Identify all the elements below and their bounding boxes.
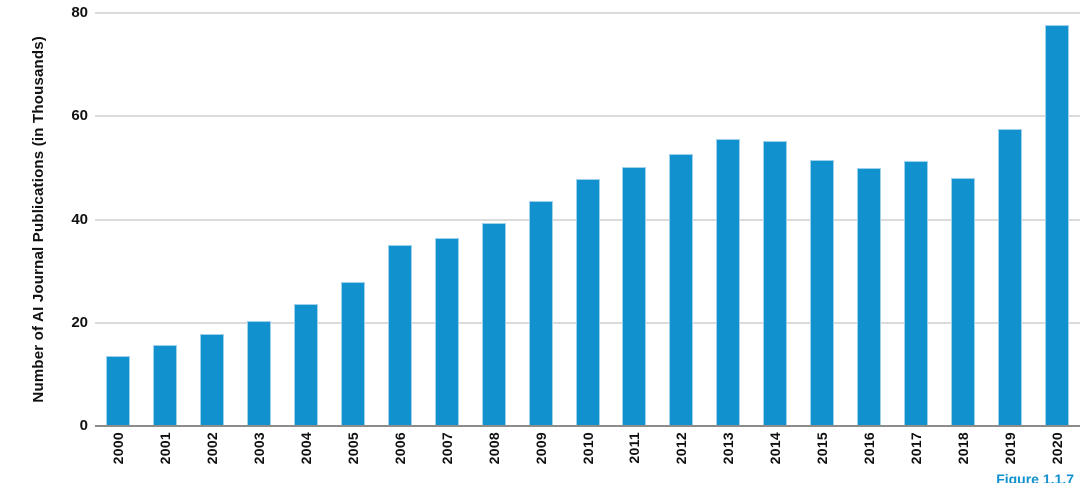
bar-slot-2017 <box>892 13 939 426</box>
x-tick-slot-2000: 2000 <box>95 432 142 482</box>
x-tick-slot-2003: 2003 <box>236 432 283 482</box>
bar-slot-2014 <box>752 13 799 426</box>
x-tick-label-2002: 2002 <box>204 432 221 465</box>
bar-2007 <box>434 238 459 426</box>
bar-2020 <box>1044 25 1069 426</box>
x-tick-label-2006: 2006 <box>391 432 408 465</box>
bar-slot-2007 <box>423 13 470 426</box>
x-tick-slot-2018: 2018 <box>939 432 986 482</box>
bar-slot-2012 <box>658 13 705 426</box>
bar-2005 <box>340 281 365 426</box>
x-tick-label-2013: 2013 <box>720 432 737 465</box>
x-tick-label-2000: 2000 <box>110 432 127 465</box>
bar-slot-2019 <box>986 13 1033 426</box>
bar-2009 <box>528 201 553 426</box>
x-tick-label-2003: 2003 <box>251 432 268 465</box>
y-tick-label-80: 80 <box>71 4 88 21</box>
bar-slot-2011 <box>611 13 658 426</box>
bar-slot-2000 <box>95 13 142 426</box>
bar-2006 <box>387 245 412 426</box>
x-tick-label-2012: 2012 <box>673 432 690 465</box>
x-axis-tick-labels: 2000 2001 2002 2003 2004 2005 2006 2007 2008 2009… <box>95 432 1080 482</box>
y-axis-title-wrap: Number of AI Journal Publications (in Th… <box>18 13 58 426</box>
bar-slot-2020 <box>1033 13 1080 426</box>
bar-2002 <box>200 334 225 426</box>
x-tick-slot-2009: 2009 <box>517 432 564 482</box>
bar-slot-2005 <box>330 13 377 426</box>
plot-area <box>95 12 1080 427</box>
x-tick-slot-2010: 2010 <box>564 432 611 482</box>
x-tick-label-2018: 2018 <box>954 432 971 465</box>
bar-2014 <box>763 141 788 426</box>
bar-2016 <box>856 167 881 426</box>
bar-slot-2009 <box>517 13 564 426</box>
x-tick-slot-2017: 2017 <box>892 432 939 482</box>
bar-2000 <box>106 355 131 426</box>
bar-slot-2003 <box>236 13 283 426</box>
x-tick-label-2017: 2017 <box>907 432 924 465</box>
x-tick-slot-2008: 2008 <box>470 432 517 482</box>
x-tick-label-2020: 2020 <box>1048 432 1065 465</box>
y-tick-label-60: 60 <box>71 107 88 125</box>
bar-2010 <box>575 178 600 426</box>
x-tick-slot-2015: 2015 <box>799 432 846 482</box>
gridline-80 <box>95 12 1080 14</box>
bar-2015 <box>810 160 835 426</box>
y-tick-label-0: 0 <box>79 417 88 434</box>
bar-slot-2013 <box>705 13 752 426</box>
bar-2003 <box>247 321 272 426</box>
bar-slot-2015 <box>799 13 846 426</box>
bar-slot-2016 <box>846 13 893 426</box>
bar-2004 <box>294 304 319 426</box>
x-tick-label-2007: 2007 <box>438 432 455 465</box>
bar-slot-2002 <box>189 13 236 426</box>
y-axis-title: Number of AI Journal Publications (in Th… <box>29 36 47 403</box>
x-tick-slot-2011: 2011 <box>611 432 658 482</box>
y-tick-label-20: 20 <box>71 313 88 331</box>
bar-slot-2010 <box>564 13 611 426</box>
bar-2019 <box>997 128 1022 426</box>
figure-caption: Figure 1.1.7 <box>996 471 1074 483</box>
bar-slot-2008 <box>470 13 517 426</box>
bar-2013 <box>716 139 741 426</box>
x-tick-label-2005: 2005 <box>344 432 361 465</box>
x-tick-label-2014: 2014 <box>767 432 784 465</box>
x-tick-label-2011: 2011 <box>626 432 643 464</box>
x-tick-slot-2006: 2006 <box>376 432 423 482</box>
x-tick-label-2004: 2004 <box>298 432 315 465</box>
x-tick-label-2009: 2009 <box>532 432 549 465</box>
x-axis-line <box>95 425 1080 427</box>
bar-2008 <box>481 223 506 426</box>
bar-2018 <box>950 178 975 426</box>
bar-2001 <box>153 344 178 426</box>
bar-slot-2004 <box>283 13 330 426</box>
x-tick-slot-2012: 2012 <box>658 432 705 482</box>
x-tick-label-2019: 2019 <box>1001 432 1018 465</box>
gridline-60 <box>95 115 1080 118</box>
x-tick-slot-2002: 2002 <box>189 432 236 482</box>
bar-slot-2018 <box>939 13 986 426</box>
x-tick-label-2001: 2001 <box>157 432 174 465</box>
x-tick-slot-2005: 2005 <box>330 432 377 482</box>
x-tick-slot-2004: 2004 <box>283 432 330 482</box>
x-tick-label-2016: 2016 <box>860 432 877 465</box>
x-tick-slot-2013: 2013 <box>705 432 752 482</box>
x-tick-slot-2007: 2007 <box>423 432 470 482</box>
bars-row <box>95 13 1080 426</box>
x-tick-slot-2001: 2001 <box>142 432 189 482</box>
y-tick-label-40: 40 <box>71 210 88 228</box>
bar-2017 <box>903 160 928 426</box>
x-tick-label-2008: 2008 <box>485 432 502 465</box>
x-tick-slot-2014: 2014 <box>752 432 799 482</box>
bar-2011 <box>622 166 647 426</box>
x-tick-label-2015: 2015 <box>814 432 831 465</box>
x-tick-label-2010: 2010 <box>579 432 596 465</box>
x-tick-slot-2016: 2016 <box>846 432 893 482</box>
bar-slot-2001 <box>142 13 189 426</box>
bar-slot-2006 <box>376 13 423 426</box>
bar-2012 <box>669 154 694 426</box>
